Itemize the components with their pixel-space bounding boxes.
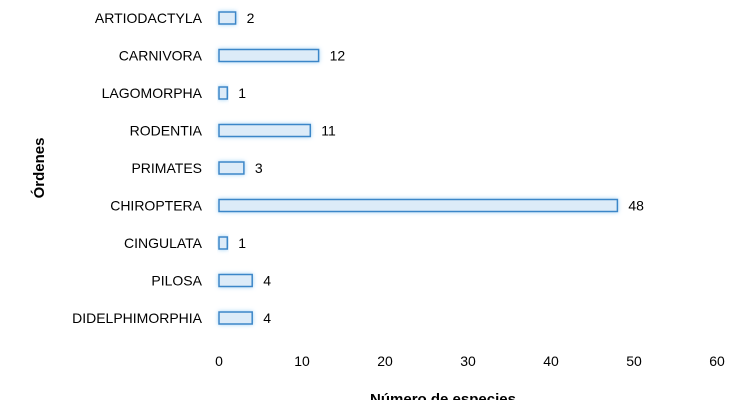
data-label-primates: 3 bbox=[255, 160, 263, 176]
bar-pilosa bbox=[218, 273, 253, 288]
bar-rodentia bbox=[218, 123, 312, 138]
category-labels: ARTIODACTYLA CARNIVORA LAGOMORPHA RODENTIA P… bbox=[72, 10, 203, 326]
category-label-didelphimorphia: DIDELPHIMORPHIA bbox=[72, 310, 203, 326]
x-tick-label: 60 bbox=[709, 353, 725, 369]
bar-artiodactyla bbox=[218, 11, 237, 25]
category-label-primates: PRIMATES bbox=[131, 160, 202, 176]
data-label-chiroptera: 48 bbox=[628, 198, 644, 214]
category-label-chiroptera: CHIROPTERA bbox=[110, 198, 202, 214]
bar-chiroptera bbox=[218, 198, 619, 213]
y-axis-title: Órdenes bbox=[30, 138, 48, 199]
x-tick-label: 20 bbox=[377, 353, 393, 369]
bar-didelphimorphia bbox=[218, 311, 253, 325]
bar-cingulata bbox=[218, 236, 229, 250]
data-label-rodentia: 11 bbox=[321, 123, 336, 139]
category-label-lagomorpha: LAGOMORPHA bbox=[102, 85, 203, 101]
x-axis-title: Número de especies bbox=[370, 391, 516, 400]
x-tick-label: 10 bbox=[294, 353, 310, 369]
data-label-didelphimorphia: 4 bbox=[263, 310, 271, 326]
x-tick-label: 30 bbox=[460, 353, 476, 369]
data-label-lagomorpha: 1 bbox=[238, 85, 246, 101]
x-tick-label: 40 bbox=[543, 353, 559, 369]
category-label-artiodactyla: ARTIODACTYLA bbox=[95, 10, 203, 26]
bars-group bbox=[218, 11, 619, 325]
bar-primates bbox=[218, 161, 245, 175]
x-axis-ticks: 0 10 20 30 40 50 60 bbox=[215, 353, 725, 369]
category-label-carnivora: CARNIVORA bbox=[119, 48, 203, 64]
category-label-cingulata: CINGULATA bbox=[124, 235, 203, 251]
data-label-pilosa: 4 bbox=[263, 273, 271, 289]
bar-carnivora bbox=[218, 48, 320, 63]
category-label-pilosa: PILOSA bbox=[151, 273, 202, 289]
data-label-carnivora: 12 bbox=[330, 48, 346, 64]
x-tick-label: 50 bbox=[626, 353, 642, 369]
bar-lagomorpha bbox=[218, 86, 229, 100]
category-label-rodentia: RODENTIA bbox=[130, 123, 203, 139]
x-tick-label: 0 bbox=[215, 353, 223, 369]
data-label-artiodactyla: 2 bbox=[247, 10, 255, 26]
data-label-cingulata: 1 bbox=[238, 235, 246, 251]
